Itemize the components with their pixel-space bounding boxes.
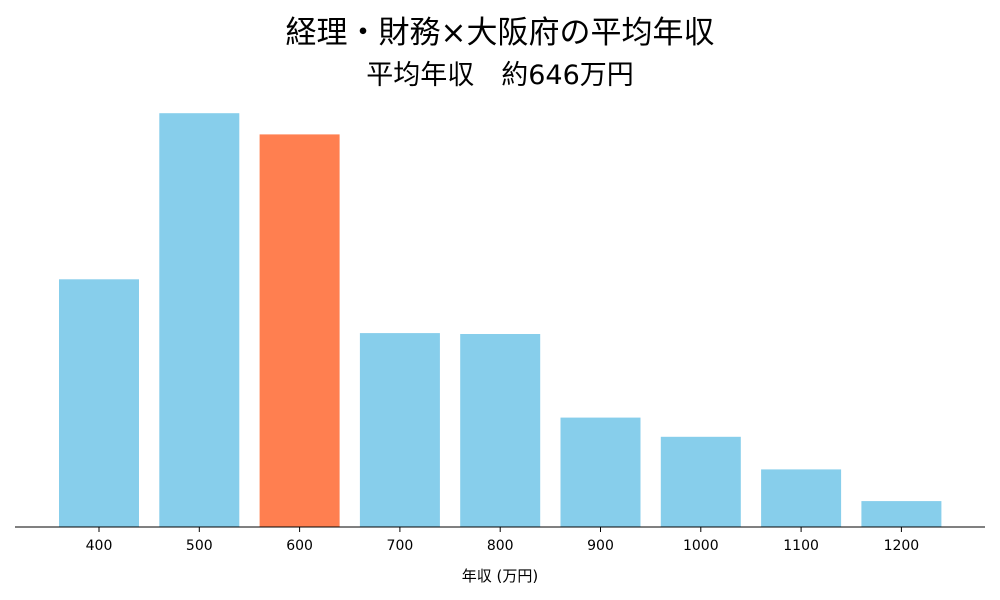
- x-tick-label-800: 800: [487, 538, 514, 554]
- x-tick-label-600: 600: [286, 538, 313, 554]
- x-axis-label: 年収 (万円): [462, 567, 538, 585]
- x-tick-label-900: 900: [587, 538, 614, 554]
- chart-subtitle: 平均年収 約646万円: [366, 60, 634, 91]
- bar-600: [259, 134, 340, 527]
- bar-700: [359, 333, 440, 527]
- bar-400: [59, 279, 139, 527]
- bar-800: [460, 334, 541, 527]
- bar-1200: [861, 501, 942, 527]
- x-tick-label-700: 700: [387, 538, 414, 554]
- bars-group: [59, 113, 942, 527]
- x-tick-label-1100: 1100: [783, 538, 819, 554]
- x-tick-label-500: 500: [186, 538, 213, 554]
- x-tick-label-1000: 1000: [683, 538, 719, 554]
- x-tick-label-1200: 1200: [884, 538, 920, 554]
- x-ticks-group: 400 500 600 700 800 900 1000 1100 1200: [86, 527, 920, 554]
- bar-1000: [660, 436, 741, 527]
- chart-title: 経理・財務×大阪府の平均年収: [286, 15, 715, 51]
- bar-500: [159, 113, 240, 527]
- bar-1100: [761, 469, 842, 527]
- x-tick-label-400: 400: [86, 538, 113, 554]
- bar-900: [560, 417, 641, 527]
